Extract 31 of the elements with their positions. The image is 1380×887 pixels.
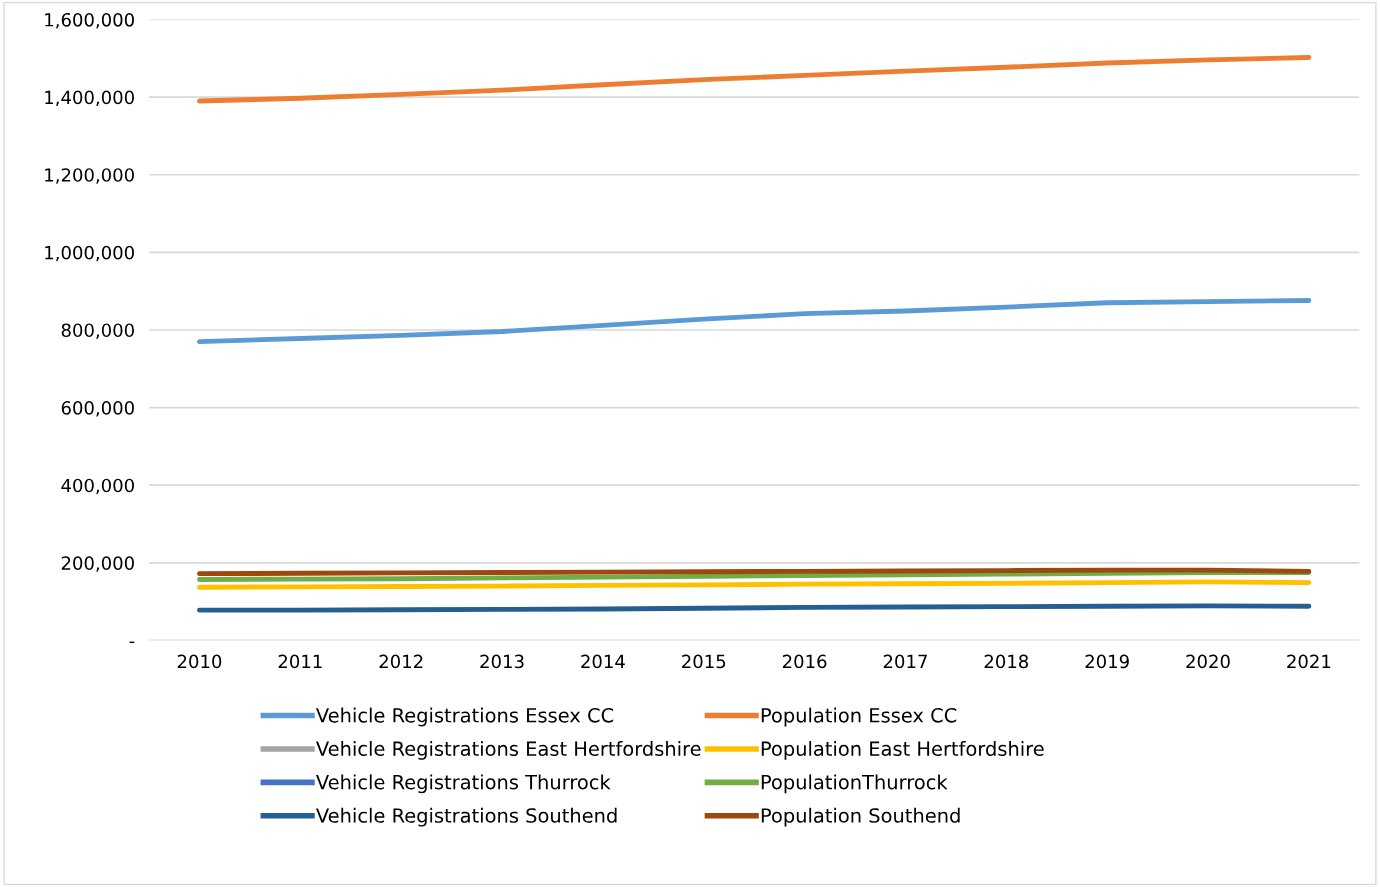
y-tick-label: 200,000	[61, 556, 134, 572]
x-tick-label: 2016	[782, 654, 827, 669]
y-tick-label: 1,400,000	[45, 90, 134, 107]
line-series	[197, 55, 1312, 104]
y-tick-label: -	[129, 641, 135, 644]
x-tick-label: 2014	[581, 654, 625, 669]
legend-label: Vehicle Registrations East Hertfordshire	[316, 740, 701, 760]
x-tick-label: 2012	[379, 654, 423, 669]
legend-label: Vehicle Registrations Thurrock	[316, 774, 611, 794]
x-tick-label: 2020	[1186, 654, 1230, 669]
y-tick-label: 1,200,000	[45, 168, 134, 184]
x-tick-label: 2017	[883, 654, 927, 669]
line-series	[197, 298, 1312, 345]
x-tick-label: 2018	[984, 654, 1029, 669]
x-tick-label: 2010	[177, 654, 222, 669]
x-tick-label: 2013	[480, 654, 524, 669]
y-tick-label: 1,600,000	[45, 12, 134, 29]
legend-label: Population Essex CC	[761, 707, 957, 727]
y-tick-label: 800,000	[61, 323, 134, 339]
x-tick-label: 2011	[278, 654, 322, 669]
x-tick-label: 2021	[1287, 654, 1331, 669]
legend-label: PopulationThurrock	[761, 774, 948, 794]
y-tick-label: 400,000	[61, 478, 134, 495]
x-tick-label: 2019	[1085, 654, 1129, 669]
legend-label: Vehicle Registrations Essex CC	[316, 707, 614, 727]
legend-label: Population East Hertfordshire	[761, 740, 1044, 760]
y-tick-label: 600,000	[61, 401, 134, 417]
legend-label: Population Southend	[761, 807, 960, 827]
y-tick-label: 1,000,000	[45, 245, 134, 262]
x-tick-label: 2015	[682, 654, 726, 669]
legend-label: Vehicle Registrations Southend	[316, 807, 617, 827]
